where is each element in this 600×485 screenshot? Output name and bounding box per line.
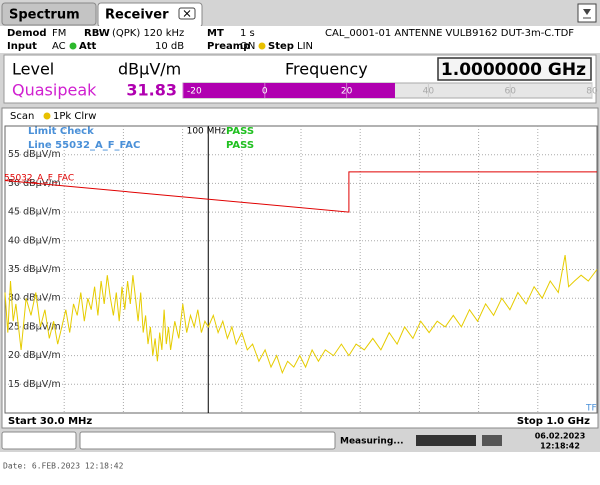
limit-result: PASS	[226, 140, 254, 151]
io-icon	[482, 435, 502, 446]
marker-label: 100 MHz	[187, 127, 227, 137]
level-tick-label: 60	[504, 87, 516, 97]
label: MT	[207, 28, 224, 39]
y-tick-label: 55 dBµV/m	[8, 149, 61, 160]
series-line	[4, 171, 597, 213]
y-tick-label: 25 dBµV/m	[8, 321, 61, 332]
label: Input	[7, 41, 37, 52]
value: ON	[240, 41, 255, 52]
value: 1 s	[240, 28, 255, 39]
tf-label: TF	[585, 404, 597, 414]
frequency-value: 1.0000000 GHz	[441, 60, 586, 80]
detector: Quasipeak	[12, 81, 97, 100]
scan-label: Scan	[10, 111, 34, 122]
tab[interactable]	[1, 2, 97, 26]
y-tick-label: 40 dBµV/m	[8, 235, 61, 246]
tab-label[interactable]: Spectrum	[9, 8, 80, 23]
level-tick-label: 40	[423, 87, 435, 97]
value: FM	[52, 28, 66, 39]
status-date: 06.02.2023	[535, 432, 586, 441]
label: RBW	[84, 28, 110, 39]
level-tick-label: -20	[187, 87, 202, 97]
label: Preamp	[207, 41, 250, 52]
close-icon	[183, 10, 191, 17]
value: LIN	[297, 41, 313, 52]
y-tick-label: 15 dBµV/m	[8, 379, 61, 390]
frequency-box[interactable]	[437, 57, 592, 81]
level-tick-label: 80	[586, 87, 598, 97]
value: 10 dB	[155, 41, 184, 52]
transducer: CAL_0001-01 ANTENNE VULB9162 DUT-3m-C.TD…	[325, 28, 574, 39]
y-tick-label: 20 dBµV/m	[8, 350, 61, 361]
label: Demod	[7, 28, 47, 39]
start-label: Start 30.0 MHz	[8, 416, 92, 427]
frequency-label: Frequency	[285, 60, 368, 79]
limit-label: 55032_A_F_FAC	[4, 174, 74, 184]
status-dot	[69, 42, 77, 50]
trace-dot	[43, 112, 51, 120]
series-line	[4, 255, 598, 375]
footer: Date: 6.FEB.2023 12:18:42	[3, 462, 124, 471]
label: Att	[79, 41, 97, 52]
label: Step	[268, 41, 294, 52]
y-tick-label: 35 dBµV/m	[8, 264, 61, 275]
level-bar	[183, 83, 395, 98]
limit-check: Limit Check	[28, 126, 94, 137]
legend-entry: 1Pk Clrw	[53, 111, 96, 122]
status-text: Measuring...	[340, 437, 404, 447]
level-label: Level	[12, 60, 54, 79]
y-tick-label: 45 dBµV/m	[8, 207, 61, 218]
value: (QPK) 120 kHz	[112, 28, 184, 39]
level-tick-label: 20	[341, 87, 353, 97]
status-box	[1, 431, 77, 450]
tab-label[interactable]: Receiver	[105, 8, 169, 23]
limit-line: Line 55032_A_F_FAC	[28, 140, 140, 151]
value: AC	[52, 41, 66, 52]
status-time: 12:18:42	[540, 442, 580, 451]
limit-result: PASS	[226, 126, 254, 137]
menu-icon	[583, 9, 591, 15]
level-unit: dBµV/m	[118, 60, 181, 79]
level-tick-label: 0	[262, 87, 268, 97]
stop-label: Stop 1.0 GHz	[517, 416, 590, 427]
status-dot	[258, 42, 266, 50]
chart-panel	[1, 107, 599, 429]
status-box	[79, 431, 336, 450]
header	[0, 26, 600, 53]
level-value: 31.83	[126, 81, 177, 100]
progress-icon	[416, 435, 476, 446]
